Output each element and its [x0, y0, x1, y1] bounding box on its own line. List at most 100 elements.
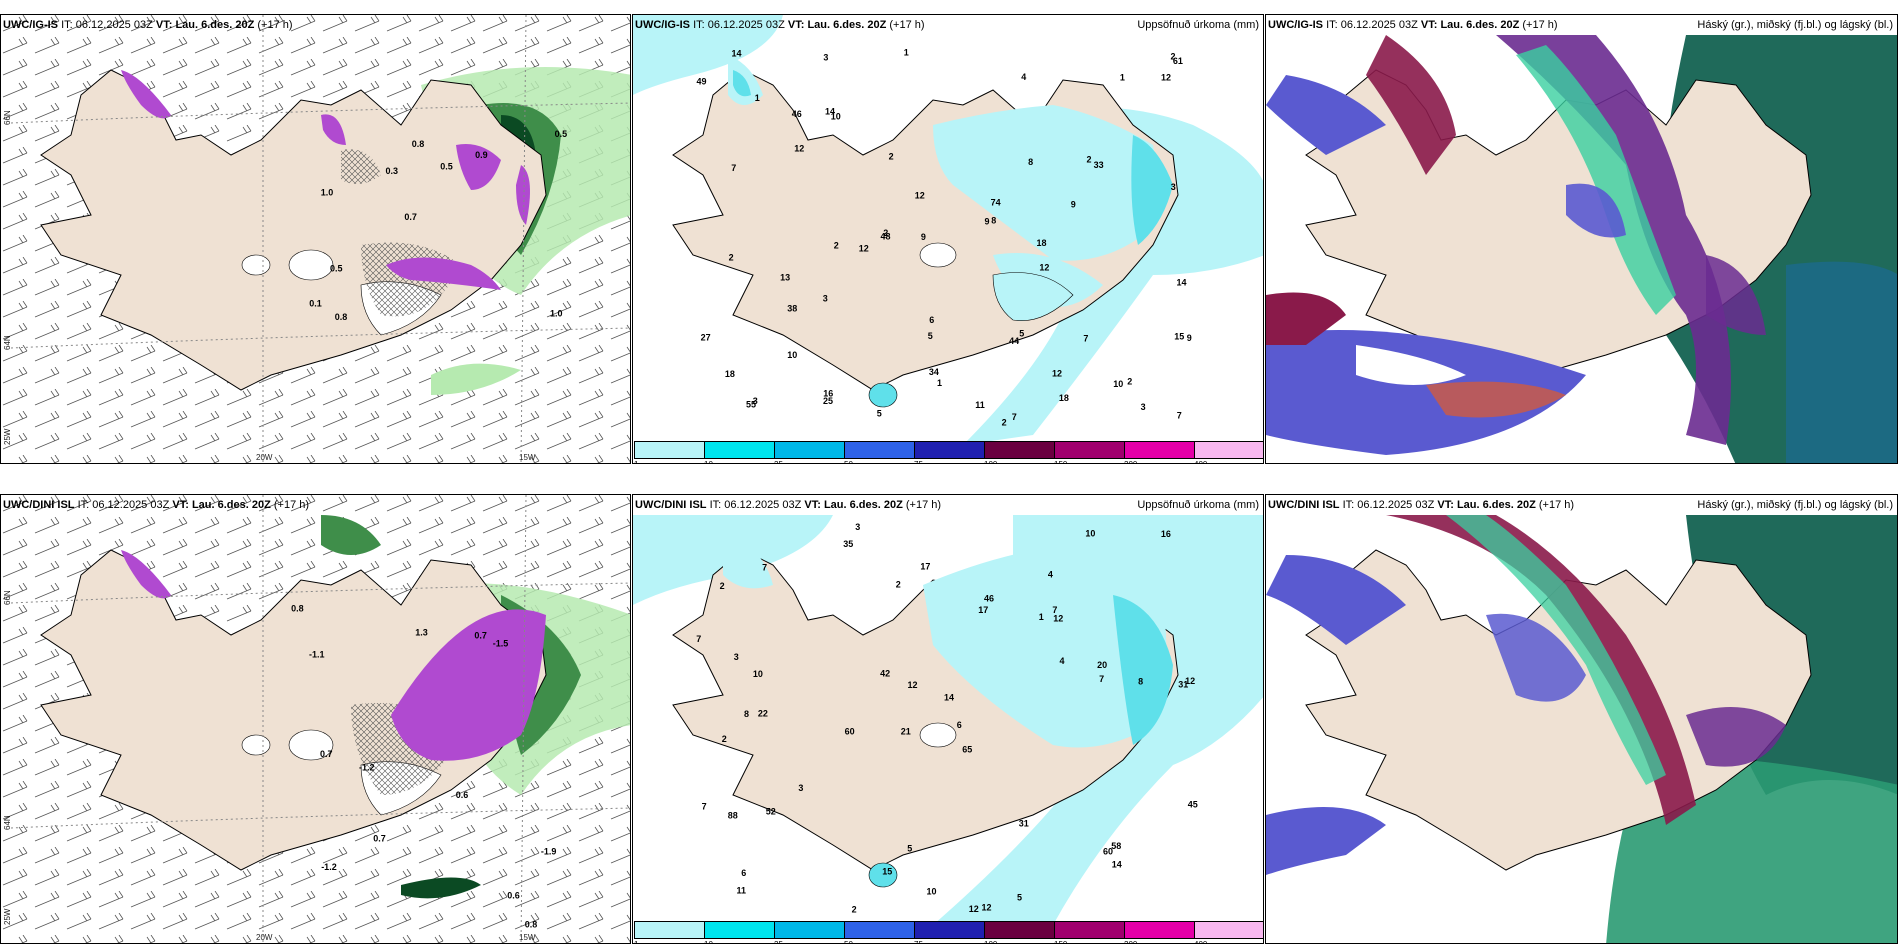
lon-label-15w: 15W: [519, 453, 536, 462]
value-label: 88: [728, 810, 738, 820]
lon-label-15w: 15W: [519, 933, 536, 942]
value-label: 5: [928, 331, 933, 341]
value-label: 2: [1087, 155, 1092, 165]
value-label: 3: [1171, 182, 1176, 192]
value-label: 11: [975, 400, 985, 410]
value-label: 49: [697, 76, 707, 86]
value-label: 1: [1039, 612, 1044, 622]
legend-tick: 1: [634, 460, 638, 463]
value-label: 65: [962, 744, 972, 754]
value-label: 5: [1017, 892, 1022, 902]
panel-subtitle: Uppsöfnuð úrkoma (mm): [1137, 19, 1259, 31]
value-label: 0.6: [507, 890, 520, 900]
value-label: 7: [1052, 605, 1057, 615]
value-label: 14: [944, 693, 954, 703]
value-label: 10: [753, 669, 763, 679]
lat-label-64n: 64N: [3, 815, 12, 830]
value-label: 27: [701, 333, 711, 343]
value-label: 22: [758, 709, 768, 719]
legend-swatch: [844, 921, 915, 939]
legend-swatch: [984, 441, 1055, 459]
legend-swatch: [634, 921, 705, 939]
value-label: 0.7: [474, 631, 487, 641]
value-label: 18: [1037, 238, 1047, 248]
value-label: 20: [1097, 660, 1107, 670]
value-label: 7: [696, 634, 701, 644]
value-label: 60: [1103, 846, 1113, 856]
legend-tick: 200: [1124, 460, 1137, 463]
value-label: 45: [1188, 800, 1198, 810]
value-label: 0.7: [373, 834, 386, 844]
value-label: 8: [991, 215, 996, 225]
legend-swatch: [704, 441, 775, 459]
value-label: 34: [929, 367, 939, 377]
value-label: 44: [1009, 336, 1019, 346]
value-label: 10: [1113, 379, 1123, 389]
value-label: 1.0: [321, 188, 334, 198]
value-label: 1.0: [550, 309, 563, 319]
value-label: 2: [889, 152, 894, 162]
value-label: 4: [1060, 656, 1065, 666]
legend-swatch: [1054, 921, 1125, 939]
value-label: 13: [780, 272, 790, 282]
value-label: 6: [929, 315, 934, 325]
value-label: 15: [1174, 332, 1184, 342]
panel-top-mid: UWC/IG-IS IT: 06.12.2025 03Z VT: Lau. 6.…: [632, 14, 1264, 464]
value-label: 33: [1094, 160, 1104, 170]
value-label: -1.9: [541, 847, 557, 857]
value-label: 8: [744, 709, 749, 719]
map-precip-snow: 1.0 1.0 0.5 0.7 0.9 0.8 0.8 0.5 0.5 0.3 0.1: [1, 15, 630, 463]
value-label: 18: [1059, 393, 1069, 403]
value-label: 46: [792, 109, 802, 119]
value-label: 7: [731, 163, 736, 173]
value-label: 74: [991, 197, 1001, 207]
value-label: 12: [1052, 369, 1062, 379]
legend-tick: 100: [984, 460, 997, 463]
legend-tick: 1: [634, 940, 638, 943]
value-label: 12: [1039, 262, 1049, 272]
value-label: -1.2: [321, 862, 337, 872]
value-label: 10: [1085, 528, 1095, 538]
value-label: 7: [1177, 410, 1182, 420]
value-label: 2: [1127, 376, 1132, 386]
value-label: 0.7: [404, 212, 417, 222]
value-label: 0.9: [475, 150, 488, 160]
panel-title: UWC/DINI ISL IT: 06.12.2025 03Z VT: Lau.…: [3, 499, 310, 511]
precip-legend: 1 10 25 50 75 100 150 200 400: [634, 441, 1263, 463]
value-label: 12: [969, 904, 979, 914]
value-label: 25: [823, 396, 833, 406]
value-label: 12: [859, 243, 869, 253]
value-label: 2: [720, 581, 725, 591]
legend-swatch: [984, 921, 1055, 939]
legend-swatch: [704, 921, 775, 939]
value-label: 12: [1161, 73, 1171, 83]
value-label: 58: [1111, 841, 1121, 851]
panel-subtitle: Háský (gr.), miðský (fj.bl.) og lágský (…: [1697, 19, 1893, 31]
value-label: 2: [852, 905, 857, 915]
value-label: 31: [1019, 818, 1029, 828]
panel-title: UWC/DINI ISL IT: 06.12.2025 03Z VT: Lau.…: [1268, 499, 1575, 511]
value-label: 7: [702, 802, 707, 812]
value-label: 10: [927, 887, 937, 897]
value-label: 1: [1120, 73, 1125, 83]
value-label: 10: [831, 111, 841, 121]
value-label: 3: [823, 293, 828, 303]
map-accum-precip: 5216123123121125497251249446174553313273…: [633, 15, 1263, 463]
panel-title: UWC/IG-IS IT: 06.12.2025 03Z VT: Lau. 6.…: [1268, 19, 1558, 31]
value-label: 0.8: [525, 920, 538, 930]
value-label: 3: [855, 522, 860, 532]
value-label: 16: [1161, 529, 1171, 539]
legend-tick: 150: [1054, 460, 1067, 463]
panel-title: UWC/IG-IS IT: 06.12.2025 03Z VT: Lau. 6.…: [3, 19, 293, 31]
map-cloud-cover: [1266, 35, 1897, 463]
value-label: 7: [1012, 412, 1017, 422]
panel-top-right: UWC/IG-IS IT: 06.12.2025 03Z VT: Lau. 6.…: [1265, 14, 1898, 464]
value-label: 52: [766, 807, 776, 817]
value-label: 14: [732, 49, 742, 59]
legend-swatch: [1124, 921, 1195, 939]
legend-swatch: [844, 441, 915, 459]
legend-tick: 100: [984, 940, 997, 943]
panel-title: UWC/IG-IS IT: 06.12.2025 03Z VT: Lau. 6.…: [635, 19, 925, 31]
value-label: 46: [984, 593, 994, 603]
legend-tick: 10: [704, 940, 713, 943]
